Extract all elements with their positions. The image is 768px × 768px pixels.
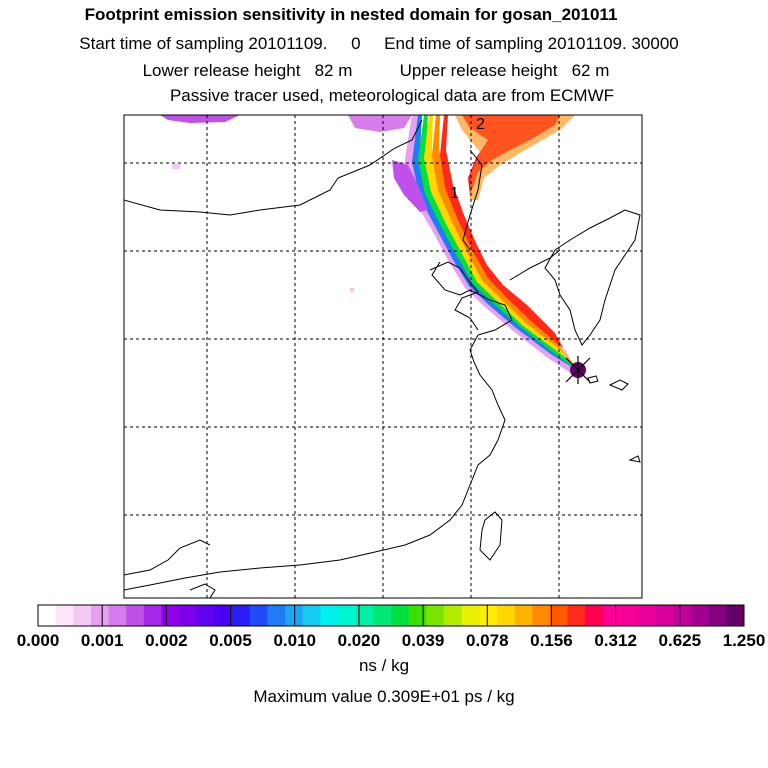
- sampling-time-line: Start time of sampling 20101109. 0 End t…: [79, 34, 679, 53]
- colorbar-cell: [73, 605, 92, 626]
- colorbar-cell: [708, 605, 727, 626]
- colorbar-cell: [108, 605, 127, 626]
- colorbar-tick-label: 0.010: [273, 631, 316, 650]
- colorbar-tick-label: 1.250: [722, 631, 766, 650]
- coast-bohai: [429, 261, 479, 331]
- colorbar-cell: [373, 605, 392, 626]
- colorbar-tick-label: 0.020: [337, 631, 381, 650]
- colorbar-cell: [496, 605, 516, 626]
- colorbar-cell: [196, 605, 215, 626]
- plot-title: Footprint emission sensitivity in nested…: [84, 5, 618, 24]
- colorbar-tick-label: 0.078: [465, 631, 509, 650]
- plume-w-patch: [160, 115, 240, 123]
- colorbar-cell: [232, 605, 251, 626]
- colorbar-tick-label: 0.001: [80, 631, 124, 650]
- colorbar-cell: [179, 605, 198, 626]
- colorbar-cell: [391, 605, 410, 626]
- tracer-info-line: Passive tracer used, meteorological data…: [169, 86, 615, 105]
- trajectory-label-1: 1: [450, 185, 459, 202]
- colorbar-cell: [532, 605, 551, 626]
- border-china-korea: [509, 249, 561, 281]
- colorbar-cell: [249, 605, 268, 626]
- colorbar-cell: [567, 605, 586, 626]
- colorbar-cell: [302, 605, 321, 626]
- colorbar-cell: [426, 605, 445, 626]
- plume-speck: [350, 288, 354, 292]
- colorbar-cell: [602, 605, 621, 626]
- colorbar-cell: [514, 605, 533, 626]
- colorbar-tick-label: 0.156: [530, 631, 573, 650]
- colorbar-tick-label: 0.039: [401, 631, 445, 650]
- colorbar-cell: [214, 605, 233, 626]
- border-vietnam: [124, 539, 211, 576]
- colorbar-cell: [691, 605, 710, 626]
- colorbar-cell: [585, 605, 604, 626]
- colorbar-tick-label: 0.625: [658, 631, 702, 650]
- colorbar-frame: [37, 604, 745, 627]
- coast-korea: [544, 209, 641, 346]
- colorbar-tick-label: 0.005: [209, 631, 252, 650]
- plume-speck: [172, 164, 180, 169]
- release-height-line: Lower release height 82 m Upper release …: [142, 61, 610, 80]
- colorbar-cell: [338, 605, 357, 626]
- island-hainan: [189, 583, 216, 598]
- island-japan-2: [628, 455, 641, 463]
- colorbar-cell: [126, 605, 145, 626]
- colorbar-cell: [355, 605, 374, 626]
- colorbar-cell: [638, 605, 657, 626]
- colorbar-cell: [55, 605, 74, 626]
- colorbar-tick-label: 0.000: [16, 631, 60, 650]
- colorbar-cell: [285, 605, 304, 626]
- border-mongolia: [124, 119, 423, 216]
- colorbar-cell: [461, 605, 480, 626]
- colorbar-cell: [549, 605, 568, 626]
- colorbar-cell: [38, 605, 57, 626]
- coast-shandong: [431, 261, 513, 336]
- island-japan: [608, 379, 629, 391]
- island-taiwan: [479, 511, 503, 561]
- colorbar-cell: [655, 605, 674, 626]
- colorbar-cell: [267, 605, 286, 626]
- colorbar-cell: [320, 605, 339, 626]
- colorbar-cell: [620, 605, 639, 626]
- colorbar-cell: [161, 605, 180, 626]
- trajectory-label-2: 2: [476, 116, 485, 133]
- colorbar-tick-label: 0.312: [594, 631, 637, 650]
- coast-east-china: [124, 334, 506, 591]
- colorbar-cell: [408, 605, 427, 626]
- receptor-marker: [565, 356, 591, 384]
- colorbar-cell: [143, 605, 163, 626]
- lat-lon-grid: [124, 115, 642, 598]
- plume-layer-blue: [412, 115, 580, 372]
- footprint-plume: [160, 115, 582, 376]
- colorbar-tick-label: 0.002: [145, 631, 188, 650]
- colorbar-cell: [673, 605, 692, 626]
- plume-nw-patch: [348, 115, 412, 132]
- colorbar-cell: [726, 605, 745, 626]
- maximum-value: Maximum value 0.309E+01 ps / kg: [253, 687, 515, 706]
- plume-mid-patch: [392, 160, 428, 212]
- colorbar-cell: [90, 605, 110, 626]
- coastlines: [124, 119, 641, 598]
- plume-north-outer: [455, 115, 575, 200]
- colorbar-cell: [443, 605, 463, 626]
- colorbar-unit: ns / kg: [358, 656, 410, 675]
- colorbar-cell: [479, 605, 498, 626]
- map-frame: [123, 114, 643, 599]
